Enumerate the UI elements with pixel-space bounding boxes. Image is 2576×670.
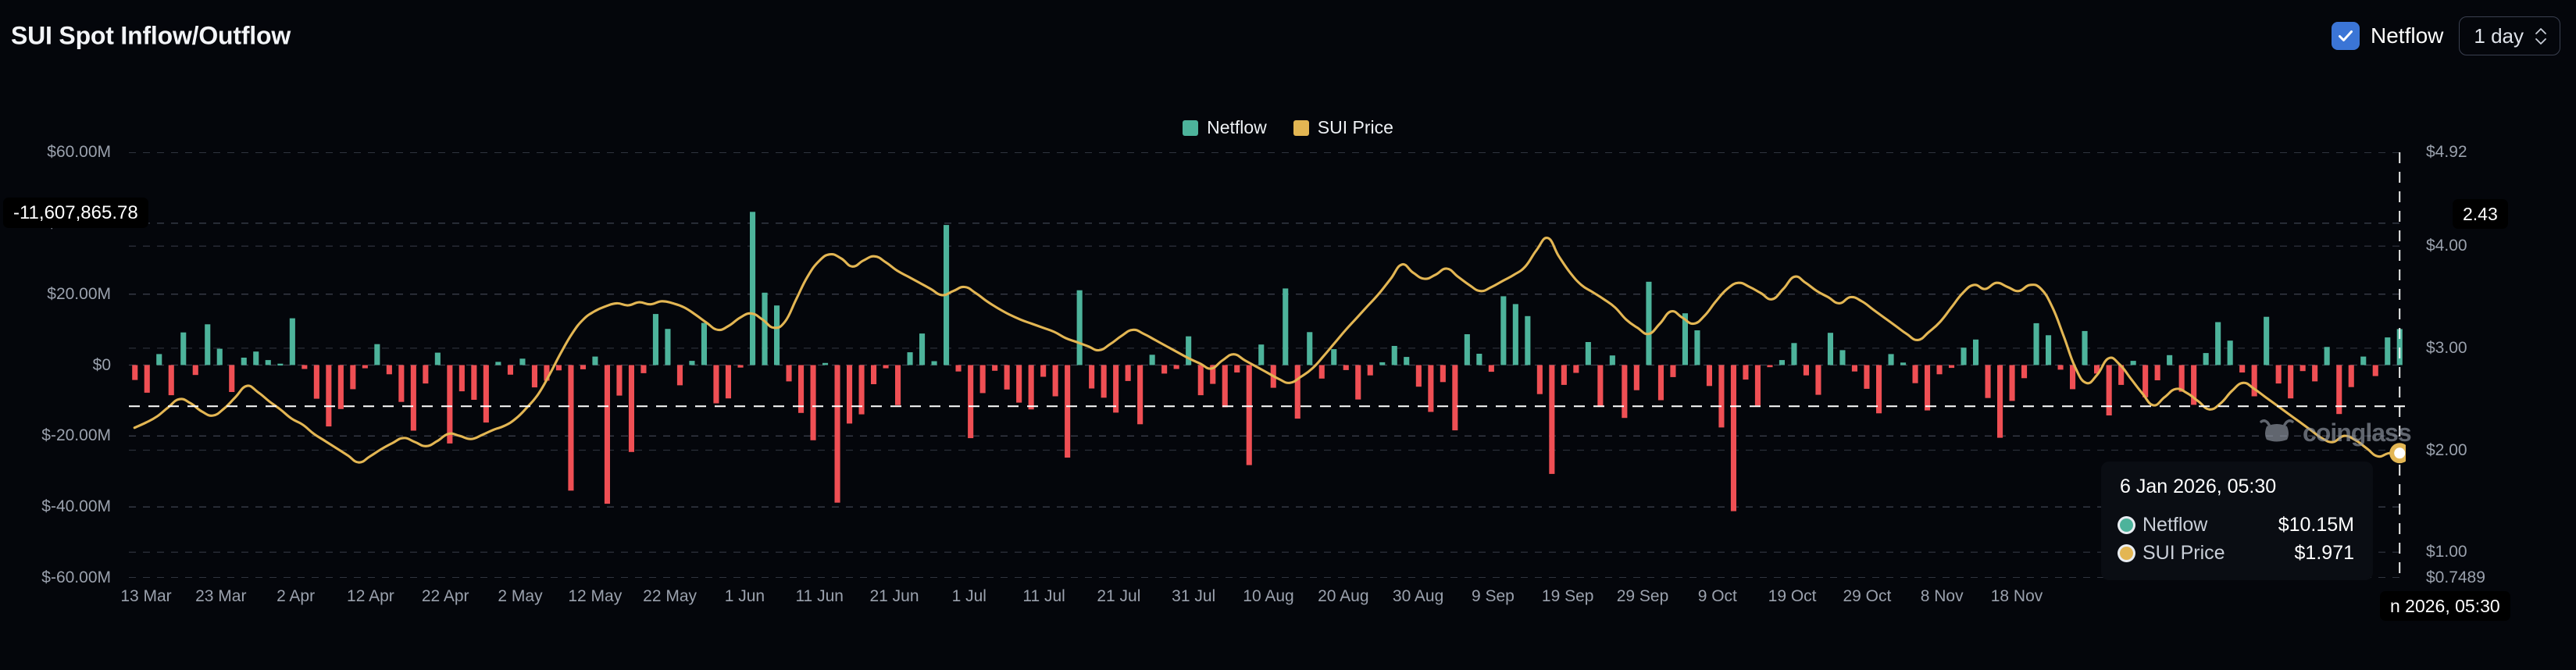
chart-legend: Netflow SUI Price bbox=[0, 117, 2576, 138]
x-axis-tick: 19 Oct bbox=[1768, 587, 1817, 605]
legend-item-netflow[interactable]: Netflow bbox=[1183, 117, 1267, 138]
x-axis-tick: 22 May bbox=[643, 587, 698, 605]
x-axis-tick: 13 Mar bbox=[120, 587, 172, 605]
y-axis-left-tick: $-40.00M bbox=[41, 497, 111, 516]
y-axis-left-tick: $-60.00M bbox=[41, 568, 111, 586]
tooltip-date: 6 Jan 2026, 05:30 bbox=[2120, 476, 2277, 497]
chart-tooltip: 6 Jan 2026, 05:30 Netflow $10.15M SUI Pr… bbox=[2101, 462, 2373, 580]
crosshair-badge-left: -11,607,865.78 bbox=[3, 198, 148, 229]
tooltip-value-sui-price: $1.971 bbox=[2294, 542, 2354, 564]
page-header: SUI Spot Inflow/Outflow Netflow 1 day bbox=[0, 0, 2576, 61]
y-axis-left-tick: $20.00M bbox=[47, 284, 111, 303]
x-axis-tick: 29 Oct bbox=[1843, 587, 1892, 605]
y-axis-right-tick: $3.00 bbox=[2426, 338, 2467, 357]
x-axis-tick: 30 Aug bbox=[1392, 587, 1444, 605]
y-axis-right-tick: $2.00 bbox=[2426, 440, 2467, 459]
x-axis-tick: 1 Jun bbox=[724, 587, 765, 605]
tooltip-name-netflow: Netflow bbox=[2143, 514, 2208, 536]
y-axis-right-tick: $0.7489 bbox=[2426, 568, 2485, 586]
x-axis-tick: 21 Jul bbox=[1097, 587, 1141, 605]
y-axis-left-tick: $60.00M bbox=[47, 143, 111, 161]
x-axis-tick: 18 Nov bbox=[1990, 587, 2043, 605]
y-axis-right-tick: $1.00 bbox=[2426, 543, 2467, 561]
x-axis-tick: 12 Apr bbox=[347, 587, 394, 605]
y-axis-left-tick: $0 bbox=[92, 355, 111, 374]
legend-label-sui-price: SUI Price bbox=[1317, 117, 1393, 137]
legend-swatch-sui-price bbox=[1293, 119, 1309, 136]
tooltip-name-sui-price: SUI Price bbox=[2143, 542, 2225, 564]
y-axis-right-tick: $4.00 bbox=[2426, 237, 2467, 255]
x-axis-tick: 8 Nov bbox=[1920, 587, 1964, 605]
tooltip-value-netflow: $10.15M bbox=[2278, 514, 2354, 536]
interval-select-value: 1 day bbox=[2474, 23, 2524, 48]
y-axis-right-tick: $4.92 bbox=[2426, 143, 2467, 161]
page-title: SUI Spot Inflow/Outflow bbox=[11, 21, 291, 50]
netflow-checkbox-label: Netflow bbox=[2371, 23, 2444, 48]
interval-select[interactable]: 1 day bbox=[2459, 16, 2560, 55]
x-axis-tick: 21 Jun bbox=[869, 587, 919, 605]
tooltip-row-netflow: Netflow $10.15M bbox=[2120, 514, 2354, 536]
y-axis-right: $0.7489 $1.00 $2.00 $3.00 $4.00 $4.92 bbox=[2418, 143, 2574, 586]
x-axis-tick: 11 Jul bbox=[1022, 587, 1065, 605]
tooltip-dot-netflow bbox=[2120, 519, 2133, 532]
x-axis-tick: 20 Aug bbox=[1318, 587, 1369, 605]
header-controls: Netflow 1 day bbox=[2332, 16, 2560, 55]
legend-swatch-netflow bbox=[1183, 119, 1199, 136]
tooltip-row-sui-price: SUI Price $1.971 bbox=[2120, 542, 2354, 565]
chart-canvas[interactable] bbox=[129, 152, 2406, 578]
x-axis-tick: 11 Jun bbox=[795, 587, 844, 605]
chart-plot-area[interactable] bbox=[129, 152, 2406, 578]
x-axis-tick: 19 Sep bbox=[1541, 587, 1594, 605]
tooltip-dot-sui-price bbox=[2120, 547, 2133, 560]
x-axis-tick: 9 Oct bbox=[1697, 587, 1737, 605]
legend-label-netflow: Netflow bbox=[1207, 117, 1267, 137]
x-axis-tick: 22 Apr bbox=[421, 587, 469, 605]
x-axis-tick: 23 Mar bbox=[195, 587, 247, 605]
crosshair-badge-x: n 2026, 05:30 bbox=[2380, 591, 2510, 622]
x-axis-tick: 12 May bbox=[568, 587, 623, 605]
x-axis-tick: 1 Jul bbox=[951, 587, 987, 605]
crosshair-badge-right: 2.43 bbox=[2453, 199, 2508, 230]
chevron-up-down-icon[interactable] bbox=[2535, 27, 2547, 45]
legend-item-sui-price[interactable]: SUI Price bbox=[1293, 117, 1393, 138]
y-axis-left-tick: $-20.00M bbox=[41, 426, 111, 445]
x-axis: 13 Mar 23 Mar 2 Apr 12 Apr 22 Apr 2 May 12 May… bbox=[120, 587, 2406, 618]
x-axis-tick: 31 Jul bbox=[1172, 587, 1216, 605]
x-axis-tick: 29 Sep bbox=[1616, 587, 1669, 605]
netflow-checkbox[interactable]: Netflow bbox=[2332, 22, 2443, 50]
x-axis-tick: 10 Aug bbox=[1243, 587, 1294, 605]
x-axis-tick: 2 May bbox=[498, 587, 543, 605]
checkbox-checked-icon[interactable] bbox=[2332, 22, 2360, 50]
x-axis-tick: 9 Sep bbox=[1471, 587, 1515, 605]
x-axis-tick: 2 Apr bbox=[277, 587, 316, 605]
